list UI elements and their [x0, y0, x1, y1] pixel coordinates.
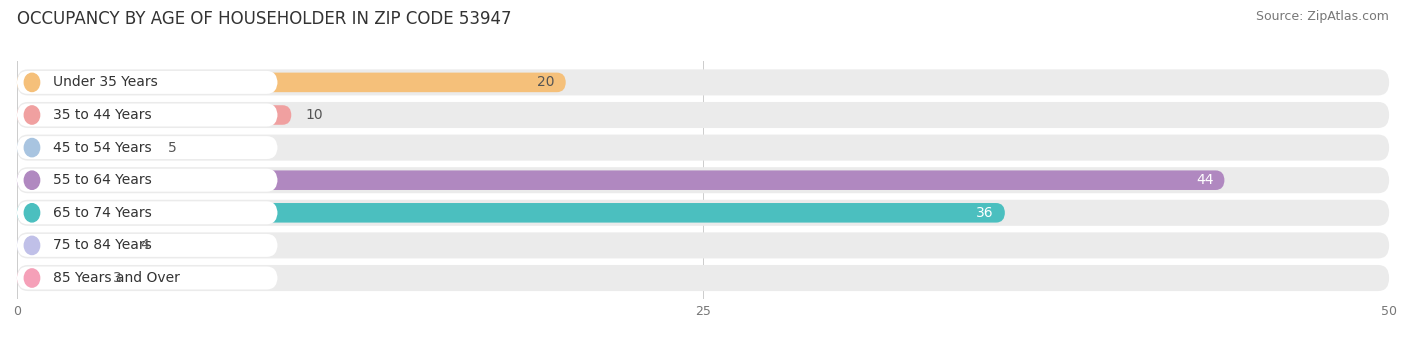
Circle shape — [24, 106, 39, 124]
Text: 85 Years and Over: 85 Years and Over — [52, 271, 180, 285]
FancyBboxPatch shape — [17, 200, 1389, 226]
Circle shape — [24, 171, 39, 189]
FancyBboxPatch shape — [17, 167, 1389, 193]
FancyBboxPatch shape — [17, 136, 277, 159]
Text: 55 to 64 Years: 55 to 64 Years — [52, 173, 152, 187]
FancyBboxPatch shape — [17, 267, 277, 289]
Text: 4: 4 — [141, 238, 149, 252]
FancyBboxPatch shape — [17, 201, 277, 224]
FancyBboxPatch shape — [17, 102, 1389, 128]
Circle shape — [24, 138, 39, 157]
Text: Source: ZipAtlas.com: Source: ZipAtlas.com — [1256, 10, 1389, 23]
Circle shape — [24, 269, 39, 287]
FancyBboxPatch shape — [17, 232, 1389, 258]
Text: 45 to 54 Years: 45 to 54 Years — [52, 141, 152, 155]
FancyBboxPatch shape — [17, 234, 277, 257]
Text: 3: 3 — [112, 271, 122, 285]
FancyBboxPatch shape — [17, 236, 127, 255]
Text: 20: 20 — [537, 75, 555, 89]
FancyBboxPatch shape — [17, 73, 565, 92]
FancyBboxPatch shape — [17, 135, 1389, 160]
Text: Under 35 Years: Under 35 Years — [52, 75, 157, 89]
Text: 35 to 44 Years: 35 to 44 Years — [52, 108, 152, 122]
FancyBboxPatch shape — [17, 203, 1005, 223]
Text: 5: 5 — [167, 141, 177, 155]
Circle shape — [24, 73, 39, 91]
FancyBboxPatch shape — [17, 103, 277, 126]
FancyBboxPatch shape — [17, 71, 277, 94]
Text: 10: 10 — [305, 108, 322, 122]
Text: 65 to 74 Years: 65 to 74 Years — [52, 206, 152, 220]
Text: 75 to 84 Years: 75 to 84 Years — [52, 238, 152, 252]
Circle shape — [24, 204, 39, 222]
Text: 44: 44 — [1197, 173, 1213, 187]
FancyBboxPatch shape — [17, 138, 155, 157]
FancyBboxPatch shape — [17, 69, 1389, 96]
Text: 36: 36 — [976, 206, 994, 220]
Circle shape — [24, 236, 39, 255]
FancyBboxPatch shape — [17, 105, 291, 125]
FancyBboxPatch shape — [17, 265, 1389, 291]
FancyBboxPatch shape — [17, 170, 1225, 190]
FancyBboxPatch shape — [17, 169, 277, 192]
FancyBboxPatch shape — [17, 268, 100, 288]
Text: OCCUPANCY BY AGE OF HOUSEHOLDER IN ZIP CODE 53947: OCCUPANCY BY AGE OF HOUSEHOLDER IN ZIP C… — [17, 10, 512, 28]
